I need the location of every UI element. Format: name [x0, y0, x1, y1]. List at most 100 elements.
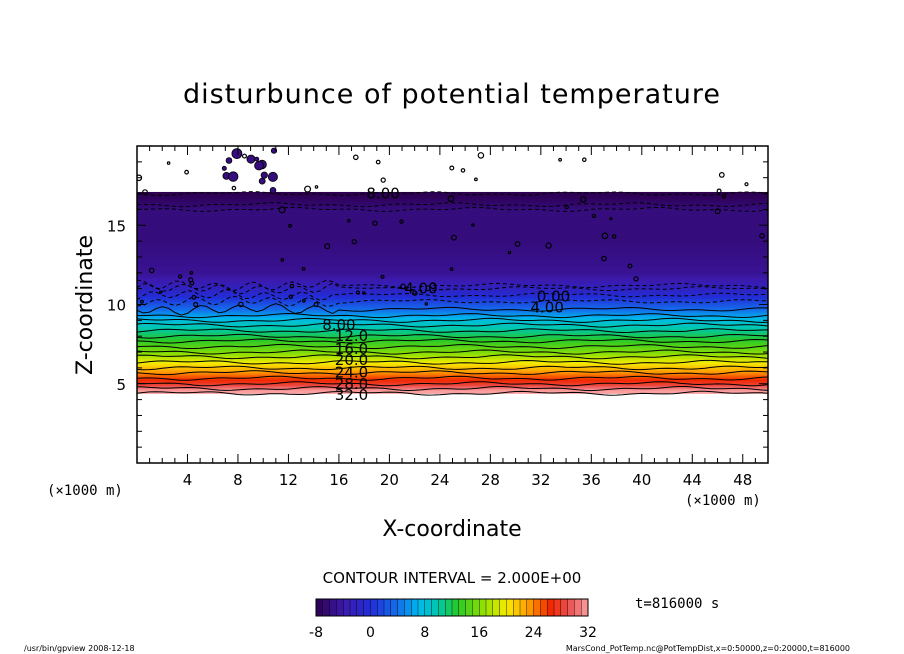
time-text: t=816000 s — [635, 596, 719, 612]
band — [137, 260, 768, 263]
band — [137, 226, 768, 230]
contour-line — [137, 322, 768, 328]
band — [137, 228, 768, 231]
plume-cell — [258, 177, 266, 185]
band — [137, 244, 768, 247]
colorbar-tick-label: 8 — [420, 625, 429, 641]
plume-cell — [231, 148, 243, 160]
plume-cell — [246, 154, 256, 164]
colorbar-cell — [417, 598, 426, 617]
y-tick-label: 10 — [107, 297, 126, 315]
contour-label: 8.00 — [366, 185, 399, 203]
band — [137, 340, 768, 344]
colorbar-cell — [540, 598, 548, 617]
contour-line — [137, 343, 768, 350]
colorbar-cell — [411, 598, 419, 617]
colorbar-cell — [574, 598, 582, 617]
band — [137, 274, 768, 277]
band — [137, 380, 768, 383]
noise-contour — [558, 157, 562, 162]
contour-line — [137, 375, 768, 381]
band — [137, 271, 768, 274]
colorbar-cell — [547, 598, 555, 617]
colorbar-cell — [479, 598, 487, 617]
band — [137, 310, 768, 314]
contour-interval-text: CONTOUR INTERVAL = 2.000E+00 — [323, 569, 582, 587]
band — [137, 217, 768, 220]
band — [137, 225, 768, 228]
band — [137, 320, 768, 323]
colorbar-tick-label: 32 — [579, 625, 597, 641]
contour-line — [137, 279, 768, 292]
band — [137, 253, 768, 256]
noise-contour — [601, 255, 607, 262]
x-tick-label: 4 — [183, 471, 193, 489]
band — [137, 210, 768, 214]
contour-line — [137, 202, 768, 208]
y-unit-label: (×1000 m) — [47, 483, 123, 499]
plume-cell — [225, 157, 233, 164]
band — [137, 329, 768, 333]
noise-contour — [514, 241, 521, 247]
colorbar-cell — [329, 598, 337, 617]
colorbar-cell — [397, 598, 405, 617]
band — [137, 361, 768, 364]
colorbar-cell — [567, 598, 575, 617]
noise-contour — [450, 234, 457, 241]
band — [137, 377, 768, 380]
band — [137, 356, 768, 359]
band — [137, 317, 768, 320]
band — [137, 242, 768, 245]
plume-cell — [267, 171, 278, 182]
noise-contour — [449, 165, 455, 171]
contour-line — [137, 282, 768, 295]
noise-contour — [399, 219, 404, 224]
band — [137, 337, 768, 340]
noise-contour — [280, 258, 285, 262]
noise-contour — [189, 280, 195, 286]
contour-label: 8.00 — [322, 316, 355, 334]
contour-line — [137, 312, 768, 319]
colorbar-cell — [533, 598, 541, 617]
colorbar-cell — [322, 598, 331, 617]
x-tick-label: 16 — [329, 471, 348, 489]
noise-contour — [351, 238, 357, 245]
colorbar-tick-label: 16 — [470, 625, 488, 641]
band — [137, 318, 768, 321]
band — [137, 315, 768, 318]
noise-contour — [231, 185, 237, 191]
noise-contour — [184, 169, 190, 175]
colorbar-cell — [390, 598, 399, 617]
band — [137, 296, 768, 299]
plume-cell — [269, 187, 277, 194]
noise-contour — [714, 208, 721, 215]
noise-contour — [361, 291, 366, 295]
contour-label: 28.0 — [335, 375, 368, 393]
noise-contour — [721, 194, 727, 199]
band — [137, 277, 768, 280]
noise-contour — [460, 168, 466, 173]
band — [137, 258, 768, 261]
band — [137, 312, 768, 315]
noise-contour — [159, 290, 163, 294]
band — [137, 304, 768, 307]
x-tick-label: 20 — [380, 471, 399, 489]
colorbar-tick-label: 24 — [525, 625, 543, 641]
colorbar-cell — [465, 598, 473, 617]
x-axis-ticks: 4 8 12 16 20 24 28 32 36 40 44 48 — [149, 146, 756, 489]
colorbar-cell — [363, 598, 371, 617]
band — [137, 301, 768, 304]
noise-contour — [346, 218, 351, 223]
plume-cell — [254, 156, 260, 162]
band — [137, 198, 768, 201]
contour-line — [137, 365, 768, 371]
band — [137, 385, 768, 388]
noise-contour — [380, 274, 385, 279]
band — [137, 241, 768, 244]
footer-left: /usr/bin/gpview 2008-12-18 — [24, 644, 135, 653]
colorbar-cell — [424, 598, 433, 617]
contour-line — [137, 381, 768, 387]
band — [137, 290, 768, 293]
band — [137, 345, 768, 348]
noise-contour — [449, 267, 454, 272]
